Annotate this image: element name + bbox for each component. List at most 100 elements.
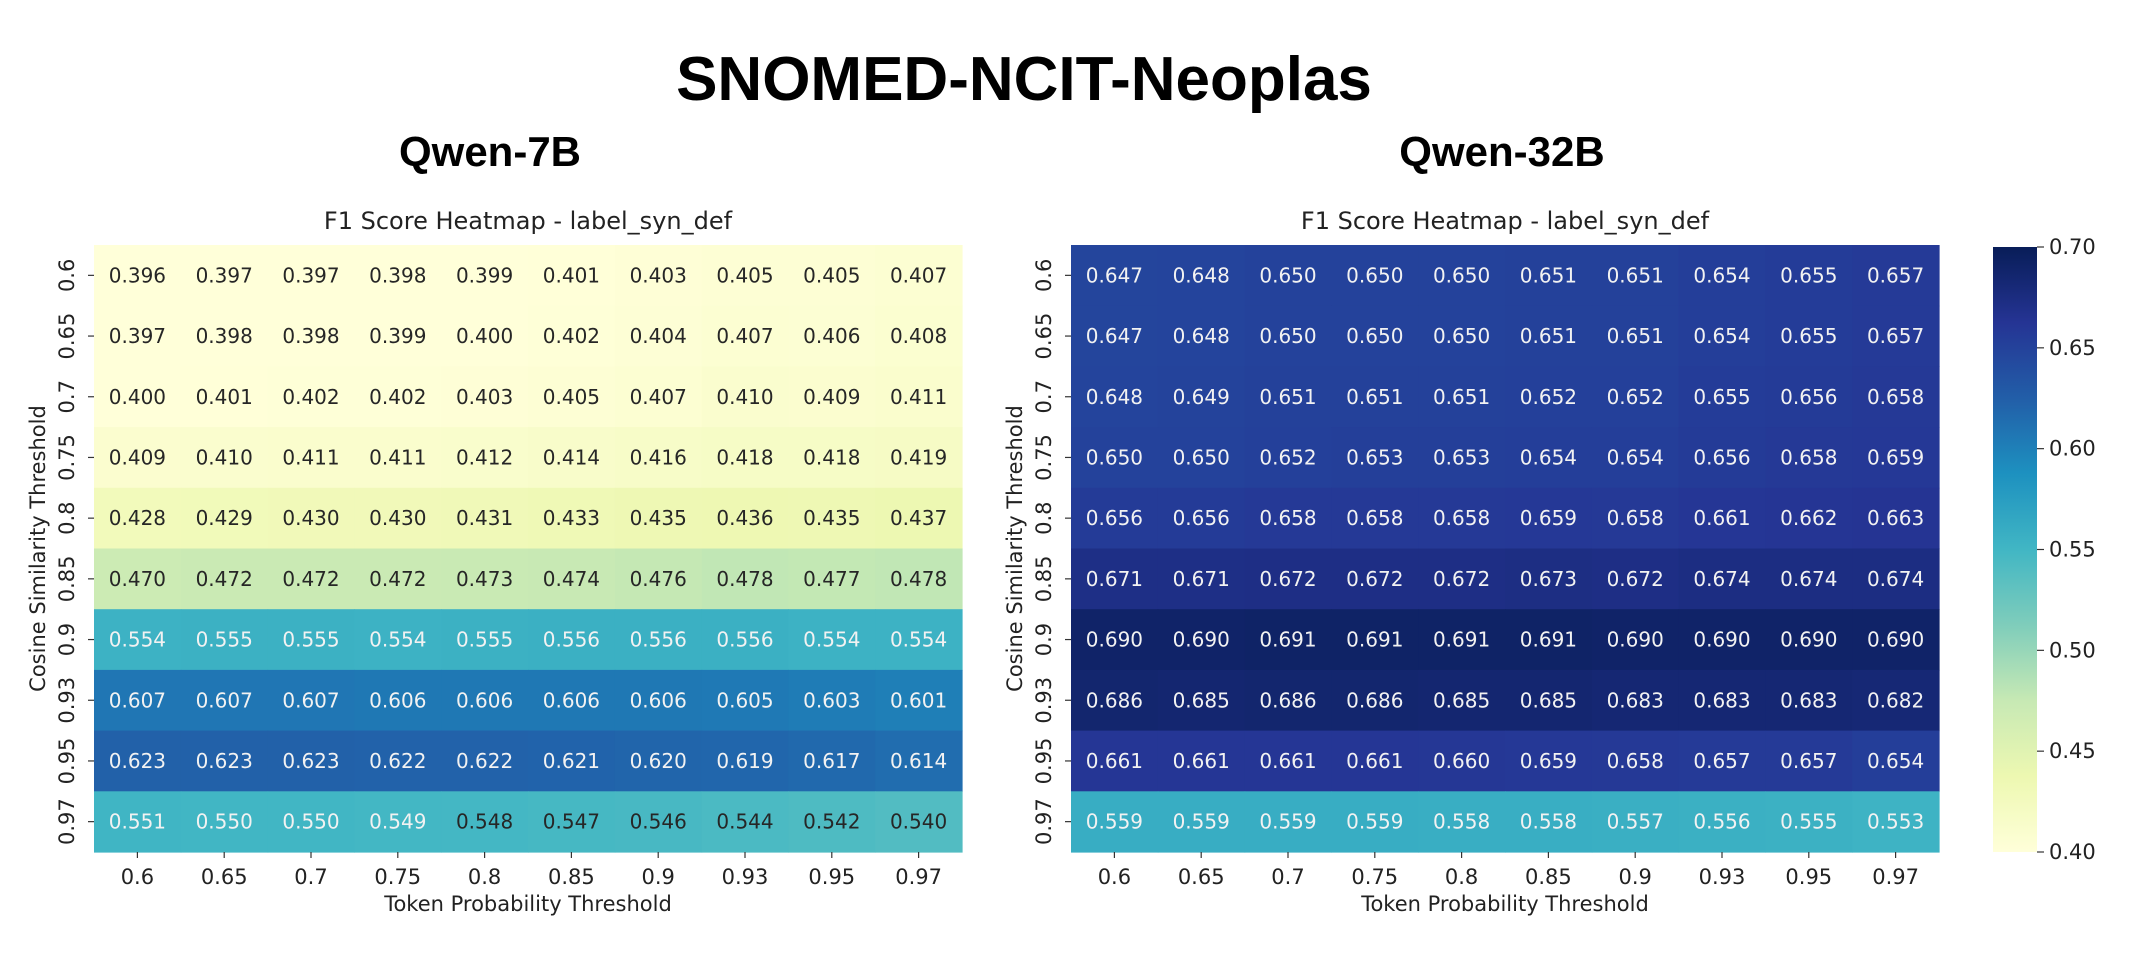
cell-value: 0.554 [369,628,426,652]
cell-value: 0.647 [1086,263,1143,287]
cell-value: 0.397 [109,324,166,348]
cell-value: 0.691 [1346,628,1403,652]
cell-value: 0.402 [543,324,600,348]
cell-value: 0.686 [1086,688,1143,712]
cell-value: 0.559 [1086,810,1143,834]
cell-value: 0.656 [1173,506,1230,530]
heatmap-cell [1852,548,1940,610]
cell-value: 0.418 [716,445,773,469]
cell-value: 0.685 [1520,688,1577,712]
heatmap-cell [441,305,529,367]
cell-value: 0.429 [196,506,253,530]
y-tick-label: 0.9 [1032,623,1056,656]
cell-value: 0.648 [1173,263,1230,287]
cell-value: 0.685 [1173,688,1230,712]
cell-value: 0.672 [1259,567,1316,591]
cell-value: 0.690 [1693,628,1750,652]
heatmap-cell [1505,305,1593,367]
heatmap-cell [180,305,269,367]
cell-value: 0.656 [1780,385,1837,409]
heatmap-cell [1157,487,1246,550]
heatmap-cell [354,548,442,610]
heatmap-cell [1418,548,1506,610]
x-tick-label: 0.6 [121,865,154,889]
heatmap-cell [1678,791,1766,853]
cell-value: 0.607 [282,688,339,712]
cell-value: 0.685 [1433,688,1490,712]
heatmap-cell [94,791,182,853]
colorbar-tick-label: 0.70 [2049,235,2096,259]
heatmap-cell [94,305,182,367]
heatmap-cell [528,791,616,853]
cell-value: 0.430 [369,506,426,530]
x-tick-label: 0.65 [201,865,248,889]
heatmap-cell [441,730,529,792]
cell-value: 0.657 [1867,324,1924,348]
cell-value: 0.398 [369,263,426,287]
y-tick-label: 0.95 [55,738,79,785]
heatmap-cell [354,487,442,550]
cell-value: 0.406 [803,324,860,348]
cell-value: 0.651 [1607,324,1664,348]
cell-value: 0.435 [803,506,860,530]
y-tick-label: 0.7 [55,380,79,413]
cell-value: 0.686 [1346,688,1403,712]
cell-value: 0.671 [1086,567,1143,591]
cell-value: 0.690 [1607,628,1664,652]
heatmap-cell [1418,791,1506,853]
cell-value: 0.674 [1780,567,1837,591]
x-tick-label: 0.97 [895,865,942,889]
cell-value: 0.691 [1520,628,1577,652]
cell-value: 0.661 [1693,506,1750,530]
heatmap-cell [1071,305,1159,367]
heatmap-cell [1244,305,1332,367]
heatmap-cell [1678,609,1766,671]
heatmap-cell [1071,791,1159,853]
panel-title-qwen-7b: Qwen-7B [398,128,582,175]
heatmap-cell [180,791,269,853]
cell-value: 0.404 [630,324,687,348]
heatmap-cell [875,791,963,853]
heatmap-cell [701,669,789,732]
cell-value: 0.478 [716,567,773,591]
cell-value: 0.650 [1346,263,1403,287]
cell-value: 0.661 [1086,749,1143,773]
cell-value: 0.606 [369,688,426,712]
cell-value: 0.553 [1867,810,1924,834]
cell-value: 0.655 [1693,385,1750,409]
cell-value: 0.411 [890,385,947,409]
y-tick-label: 0.9 [55,623,79,656]
x-tick-label: 0.75 [374,865,421,889]
cell-value: 0.472 [196,567,253,591]
cell-value: 0.651 [1259,385,1316,409]
x-tick-label: 0.93 [1699,865,1746,889]
cell-value: 0.691 [1433,628,1490,652]
cell-value: 0.686 [1259,688,1316,712]
heatmap-cell [267,245,355,307]
heatmap-cell [1505,669,1593,732]
cell-value: 0.548 [456,810,513,834]
heatmap-cell [1071,548,1159,610]
cell-value: 0.555 [282,628,339,652]
cell-value: 0.556 [543,628,600,652]
heatmap-cell [701,548,789,610]
heatmap-cell [1157,791,1246,853]
heatmap-cell [267,366,355,428]
heatmap-cell [180,427,269,489]
heatmap-cell [788,487,876,550]
cell-value: 0.657 [1780,749,1837,773]
heatmap-cell [94,487,182,550]
heatmap-cell [441,609,529,671]
x-tick-label: 0.9 [1618,865,1651,889]
heatmap-cell [528,305,616,367]
heatmap-cell [614,245,703,307]
y-tick-label: 0.95 [1032,738,1056,785]
panel-title-qwen-32b: Qwen-32B [1399,128,1605,175]
y-tick-label: 0.93 [1032,677,1056,724]
cell-value: 0.556 [716,628,773,652]
cell-value: 0.683 [1607,688,1664,712]
heatmap-cell [1244,487,1332,550]
cell-value: 0.477 [803,567,860,591]
heatmap-cell [1591,245,1680,307]
cell-value: 0.650 [1346,324,1403,348]
